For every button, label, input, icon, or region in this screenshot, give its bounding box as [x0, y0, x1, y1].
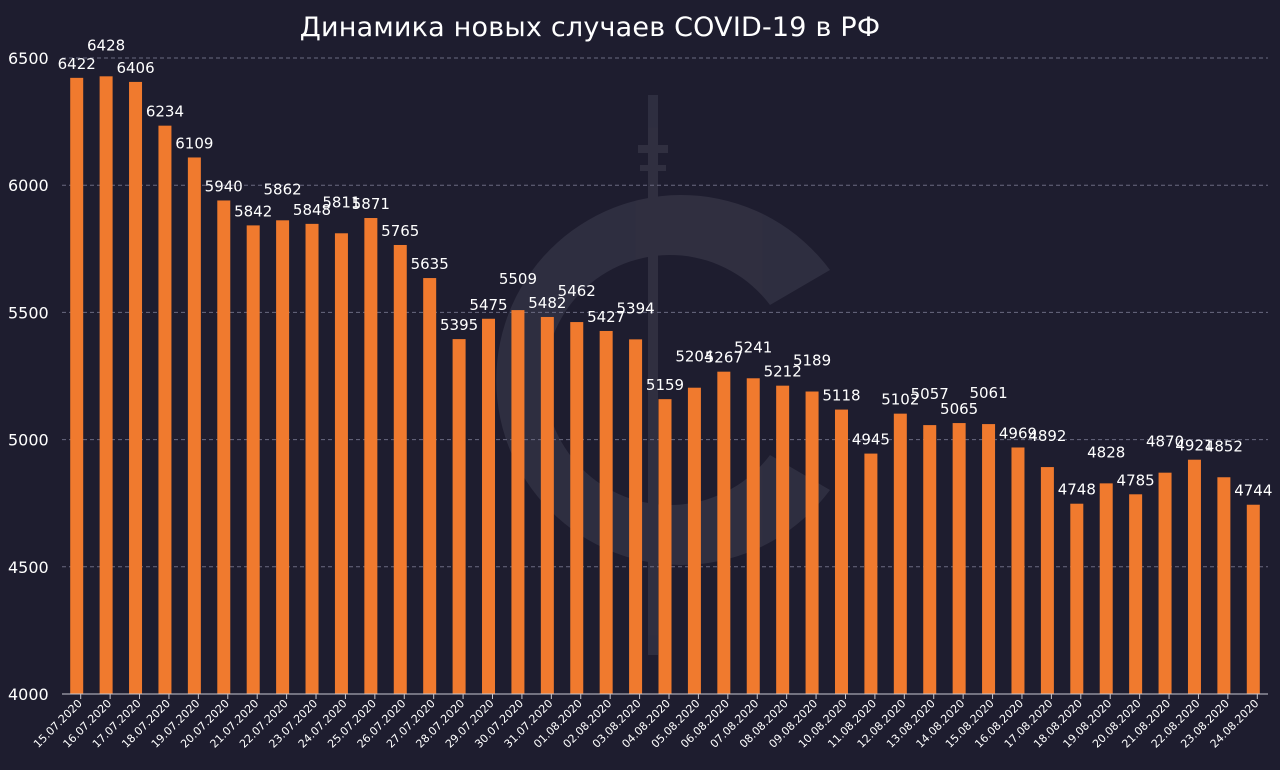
bar	[893, 413, 907, 694]
y-tick-label: 6000	[8, 176, 49, 195]
y-axis-ticks: 4000 4500 5000 5500 6000 6500	[8, 49, 49, 704]
data-label: 5159	[646, 376, 684, 394]
data-label: 5848	[293, 201, 331, 219]
bar	[187, 157, 201, 694]
data-label: 5509	[499, 270, 537, 288]
data-label: 6109	[175, 134, 213, 152]
data-label: 5061	[969, 384, 1007, 402]
y-tick-label: 4500	[8, 558, 49, 577]
bar	[364, 218, 378, 695]
bar	[746, 378, 760, 694]
data-label: 4892	[1028, 427, 1066, 445]
bar	[834, 409, 848, 694]
data-label: 5482	[528, 294, 566, 312]
data-label: 6428	[87, 36, 125, 54]
bar	[540, 316, 554, 694]
data-label: 4744	[1234, 482, 1272, 500]
data-label: 4828	[1087, 443, 1125, 461]
data-label: 5212	[764, 363, 802, 381]
bar	[717, 371, 731, 694]
bar	[511, 310, 525, 694]
bar	[129, 81, 143, 695]
data-label: 5427	[587, 308, 625, 326]
bar	[305, 223, 319, 694]
bar	[805, 391, 819, 694]
bar	[1070, 503, 1084, 694]
bar	[158, 125, 172, 694]
data-label: 5102	[881, 391, 919, 409]
data-label: 5462	[558, 282, 596, 300]
x-axis-ticks: 15.07.202016.07.202017.07.202018.07.2020…	[31, 694, 1261, 751]
data-label: 4921	[1175, 437, 1213, 455]
y-tick-label: 4000	[8, 685, 49, 704]
bar	[1187, 459, 1201, 694]
data-label: 5065	[940, 400, 978, 418]
bar	[217, 200, 231, 695]
bar	[1246, 504, 1260, 694]
data-label: 5204	[675, 348, 713, 366]
data-label: 5862	[264, 180, 302, 198]
data-label: 6422	[58, 55, 96, 73]
bar	[687, 387, 701, 694]
bar	[776, 385, 790, 694]
data-label: 6234	[146, 103, 184, 121]
data-label: 4870	[1146, 433, 1184, 451]
data-label: 5765	[381, 222, 419, 240]
bar	[923, 425, 937, 694]
data-label: 5940	[205, 177, 243, 195]
bar	[1129, 494, 1143, 694]
bar	[599, 330, 613, 694]
bar	[246, 225, 260, 694]
data-label: 5394	[616, 299, 654, 317]
y-tick-label: 5000	[8, 431, 49, 450]
data-label: 4748	[1058, 481, 1096, 499]
bar	[393, 244, 407, 694]
data-label: 5189	[793, 352, 831, 370]
bar	[70, 77, 84, 694]
bar	[629, 339, 643, 694]
data-label: 5267	[705, 349, 743, 367]
bar	[482, 318, 496, 694]
data-label: 5871	[352, 195, 390, 213]
chart-title: Динамика новых случаев COVID-19 в РФ	[299, 12, 881, 43]
data-label: 5241	[734, 338, 772, 356]
bar	[1217, 477, 1231, 694]
bar	[1011, 447, 1025, 694]
bars	[70, 76, 1260, 695]
data-label: 4852	[1205, 437, 1243, 455]
data-label: 4785	[1117, 471, 1155, 489]
data-label: 5635	[411, 255, 449, 273]
y-tick-label: 6500	[8, 49, 49, 68]
data-label: 5118	[822, 387, 860, 405]
data-label: 5057	[911, 385, 949, 403]
bar	[1040, 467, 1054, 694]
bar	[1099, 483, 1113, 694]
data-label: 5395	[440, 316, 478, 334]
bar	[952, 423, 966, 694]
bar	[658, 399, 672, 694]
data-label: 4969	[999, 424, 1037, 442]
bar	[276, 220, 290, 695]
bar	[570, 322, 584, 694]
bar	[452, 339, 466, 694]
bar	[864, 453, 878, 694]
bar	[334, 233, 348, 694]
bar	[423, 278, 437, 694]
bar	[982, 424, 996, 694]
y-tick-label: 5500	[8, 303, 49, 322]
data-label: 5811	[322, 193, 360, 211]
bar	[99, 76, 113, 695]
data-label: 4945	[852, 431, 890, 449]
data-label: 6406	[116, 59, 154, 77]
bar	[1158, 472, 1172, 694]
data-label: 5475	[469, 296, 507, 314]
data-label: 5842	[234, 202, 272, 220]
